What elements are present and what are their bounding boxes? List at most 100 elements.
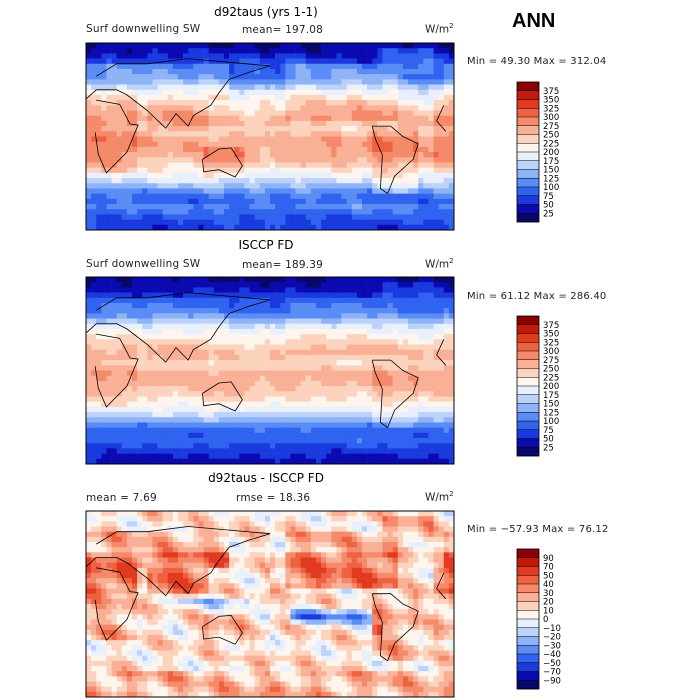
- panel3-colorbar-swatch: [517, 636, 539, 646]
- panel2-colorbar-swatch: [517, 351, 539, 360]
- panel2-colorbar-tick-label: 175: [543, 391, 559, 401]
- panel3-colorbar-tick-label: 0: [543, 615, 548, 625]
- panel3-title: d92taus - ISCCP FD: [208, 471, 324, 485]
- panel2-colorbar-tick-label: 125: [543, 408, 559, 418]
- panel3-colorbar-swatch: [517, 584, 539, 593]
- panel2-colorbar-tick-label: 275: [543, 356, 559, 366]
- panel3-colorbar-tick-label: −40: [543, 650, 561, 660]
- panel2-colorbar-swatch: [517, 342, 539, 352]
- panel1-colorbar-swatch: [517, 204, 539, 214]
- panel1-units: W/m2: [425, 22, 454, 36]
- panel3-colorbar-swatch: [517, 610, 539, 620]
- panel1-colorbar-tick-label: 325: [543, 104, 559, 114]
- panel1-colorbar-tick-label: 375: [543, 87, 559, 97]
- panel3-colorbar-tick-label: 20: [543, 598, 554, 608]
- panel1-colorbar-swatch: [517, 169, 539, 179]
- panel1-colorbar-tick-label: 300: [543, 113, 559, 123]
- panel1-map: [85, 42, 455, 231]
- panel1-colorbar-swatch: [517, 82, 539, 91]
- panel2-colorbar-swatch: [517, 316, 539, 325]
- panel2-colorbar-tick-label: 50: [543, 435, 554, 445]
- panel3-colorbar-tick-label: −50: [543, 659, 561, 669]
- panel2-variable: Surf downwelling SW: [86, 258, 201, 270]
- panel2-minmax: Min = 61.12 Max = 286.40: [467, 291, 607, 302]
- panel3-colorbar-tick-label: 10: [543, 606, 554, 616]
- panel1-colorbar-swatch: [517, 187, 539, 196]
- panel2-colorbar-swatch: [517, 403, 539, 413]
- panel2-title: ISCCP FD: [238, 238, 294, 252]
- panel1-colorbar-tick-label: 50: [543, 201, 554, 211]
- panel2-colorbar-tick-label: 225: [543, 373, 559, 383]
- panel3-rmse: rmse = 18.36: [236, 492, 311, 504]
- panel3-colorbar-tick-label: 90: [543, 554, 554, 564]
- panel1-colorbar-swatch: [517, 134, 539, 144]
- panel3-colorbar-tick-label: 70: [543, 563, 554, 573]
- panel1-colorbar-tick-label: 175: [543, 157, 559, 167]
- panel2-colorbar-tick-label: 325: [543, 338, 559, 348]
- panel2-colorbar-swatch: [517, 368, 539, 378]
- panel3-colorbar-swatch: [517, 592, 539, 602]
- panel2-colorbar-tick-label: 250: [543, 365, 559, 375]
- panel2-colorbar-tick-label: 75: [543, 426, 554, 436]
- panel3-colorbar-swatch: [517, 619, 539, 628]
- panel1-colorbar-swatch: [517, 143, 539, 153]
- panel3-colorbar-tick-label: −20: [543, 633, 561, 643]
- panel2-mean: mean= 189.39: [242, 259, 324, 271]
- panel2-colorbar-swatch: [517, 412, 539, 422]
- panel2-colorbar-swatch: [517, 324, 539, 334]
- panel3-colorbar-tick-label: 40: [543, 580, 554, 590]
- panel3-colorbar-swatch: [517, 575, 539, 585]
- panel1-colorbar-swatch: [517, 99, 539, 109]
- panel2-colorbar-swatch: [517, 447, 539, 457]
- panel3-colorbar-swatch: [517, 654, 539, 663]
- panel3-colorbar-tick-label: −70: [543, 668, 561, 678]
- panel3-mean: mean = 7.69: [86, 492, 157, 504]
- panel3-colorbar-swatch: [517, 557, 539, 567]
- panel2-colorbar-swatch: [517, 333, 539, 343]
- panel2-colorbar-swatch: [517, 421, 539, 430]
- panel3-colorbar-swatch: [517, 671, 539, 681]
- panel1-colorbar-swatch: [517, 213, 539, 223]
- panel1-colorbar-tick-label: 250: [543, 131, 559, 141]
- panel1-colorbar-swatch: [517, 117, 539, 126]
- panel3-colorbar-swatch: [517, 680, 539, 690]
- panel3-colorbar-swatch: [517, 627, 539, 637]
- panel2-colorbar-tick-label: 300: [543, 347, 559, 357]
- panel1-colorbar-tick-label: 75: [543, 192, 554, 202]
- panel3-colorbar-swatch: [517, 601, 539, 611]
- panel2-colorbar-swatch: [517, 394, 539, 404]
- panel2-colorbar-tick-label: 100: [543, 417, 559, 427]
- panel3-map: [85, 510, 455, 698]
- panel1-title: d92taus (yrs 1-1): [214, 5, 318, 19]
- panel3-colorbar-swatch: [517, 566, 539, 576]
- panel2-colorbar-swatch: [517, 386, 539, 395]
- panel1-colorbar-tick-label: 125: [543, 174, 559, 184]
- panel1-mean: mean= 197.08: [242, 24, 324, 36]
- panel1-colorbar-swatch: [517, 178, 539, 188]
- panel2-units: W/m2: [425, 257, 454, 271]
- season-label: ANN: [512, 10, 556, 32]
- panel3-units: W/m2: [425, 490, 454, 504]
- panel1-colorbar-swatch: [517, 90, 539, 100]
- panel2-map: [85, 276, 455, 465]
- panel1-colorbar-tick-label: 225: [543, 139, 559, 149]
- panel1-colorbar-swatch: [517, 125, 539, 135]
- panel3-colorbar-tick-label: 50: [543, 571, 554, 581]
- panel3-colorbar-tick-label: −30: [543, 641, 561, 651]
- panel3-colorbar-tick-label: 30: [543, 589, 554, 599]
- panel1-colorbar: 3753503253002752502252001751501251007550…: [516, 81, 559, 223]
- panel1-colorbar-swatch: [517, 195, 539, 205]
- panel3-colorbar-swatch: [517, 549, 539, 558]
- panel1-colorbar-swatch: [517, 152, 539, 161]
- panel1-variable: Surf downwelling SW: [86, 23, 201, 35]
- panel1-colorbar-swatch: [517, 160, 539, 170]
- panel3-colorbar-tick-label: −90: [543, 676, 561, 686]
- panel2-colorbar-tick-label: 150: [543, 400, 559, 410]
- panel2-colorbar-swatch: [517, 359, 539, 369]
- panel3-colorbar-tick-label: −10: [543, 624, 561, 634]
- panel3-colorbar-swatch: [517, 645, 539, 655]
- panel2-colorbar-swatch: [517, 429, 539, 439]
- panel1-colorbar-tick-label: 25: [543, 209, 554, 219]
- panel1-colorbar-tick-label: 275: [543, 122, 559, 132]
